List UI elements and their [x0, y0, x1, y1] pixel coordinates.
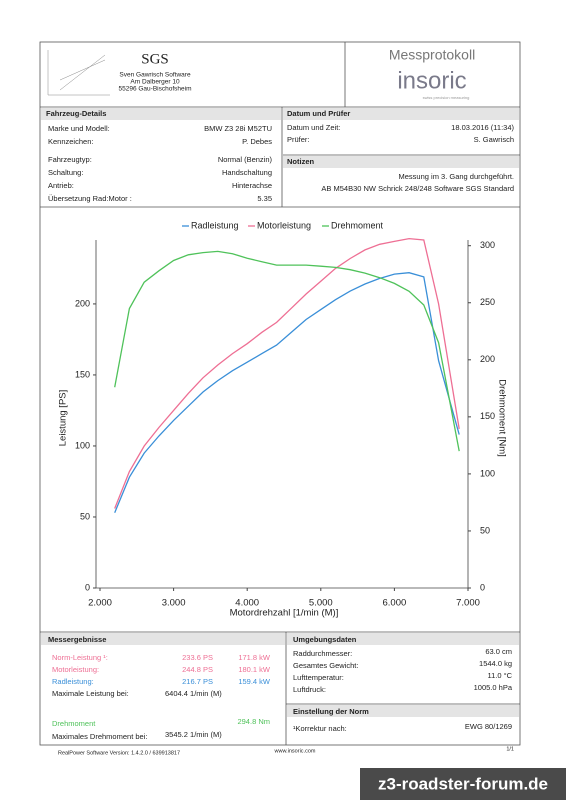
result-label: Norm-Leistung ¹:	[52, 653, 108, 662]
company: SGS	[141, 51, 169, 67]
y2-axis-label: Drehmoment [Nm]	[496, 379, 507, 457]
y-axis-label: Leistung [PS]	[58, 390, 69, 447]
field-value: 63.0 cm	[485, 647, 512, 656]
footer-text: 1/1	[506, 746, 514, 752]
result-kw: 180.1 kW	[238, 665, 271, 674]
x-tick-label: 6.000	[383, 598, 407, 609]
section-title: Umgebungsdaten	[293, 635, 357, 644]
note-line: AB M54B30 NW Schrick 248/248 Software SG…	[321, 184, 514, 193]
field-label: Schaltung:	[48, 168, 83, 177]
watermark: z3-roadster-forum.de	[378, 774, 548, 793]
field-label: Datum und Zeit:	[287, 123, 340, 132]
field-value: 11.0 °C	[487, 671, 512, 680]
field-label: Raddurchmesser:	[293, 649, 352, 658]
field-value: S. Gawrisch	[474, 135, 514, 144]
legend-label: Radleistung	[191, 220, 239, 230]
x-tick-label: 4.000	[235, 598, 259, 609]
field-label: Übersetzung Rad:Motor :	[48, 194, 132, 203]
result-label: Radleistung:	[52, 677, 94, 686]
y-tick-label: 200	[75, 298, 90, 308]
section-title: Datum und Prüfer	[287, 109, 350, 118]
section-bars	[41, 108, 519, 717]
result-value: 6404.4 1/min (M)	[165, 689, 222, 698]
result-label: Maximale Leistung bei:	[52, 689, 129, 698]
y2-tick-label: 300	[480, 240, 495, 250]
brand: insoric	[397, 67, 466, 94]
field-label: Luftdruck:	[293, 685, 326, 694]
y2-tick-label: 200	[480, 354, 495, 364]
company-line: Am Dalberger 10	[130, 79, 180, 86]
field-value: 18.03.2016 (11:34)	[451, 123, 514, 132]
frame	[39, 41, 521, 746]
footer-text: RealPower Software Version: 1.4.2.0 / 63…	[58, 750, 180, 756]
field-label: Lufttemperatur:	[293, 673, 344, 682]
x-tick-label: 5.000	[309, 598, 333, 609]
result-ps: 216.7 PS	[182, 677, 213, 686]
y-tick-label: 0	[85, 582, 90, 592]
y-tick-label: 100	[75, 440, 90, 450]
field-label: Gesamtes Gewicht:	[293, 661, 358, 670]
result-label: Drehmoment	[52, 719, 96, 728]
section-title: Einstellung der Norm	[293, 707, 369, 716]
section-title: Fahrzeug-Details	[46, 109, 106, 118]
result-kw: 159.4 kW	[238, 677, 271, 686]
x-axis-label: Motordrehzahl [1/min (M)]	[230, 608, 339, 619]
series-line	[114, 237, 460, 509]
legend-label: Drehmoment	[331, 220, 384, 230]
y2-tick-label: 150	[480, 411, 495, 421]
field-value: P. Debes	[242, 137, 272, 146]
brand-tagline: swiss precision measuring	[423, 95, 470, 100]
y-tick-label: 50	[80, 511, 90, 521]
result-kw: 171.8 kW	[238, 653, 271, 662]
field-label: Fahrzeugtyp:	[48, 155, 92, 164]
y2-tick-label: 100	[480, 468, 495, 478]
y2-tick-label: 0	[480, 582, 485, 592]
note-line: Messung im 3. Gang durchgeführt.	[399, 172, 514, 181]
doc-title: Messprotokoll	[389, 47, 475, 63]
field-value: Handschaltung	[222, 168, 272, 177]
x-tick-label: 3.000	[162, 598, 186, 609]
field-label: Prüfer:	[287, 135, 310, 144]
field-label: Marke und Modell:	[48, 124, 110, 133]
legend-label: Motorleistung	[257, 220, 311, 230]
x-tick-label: 7.000	[456, 598, 480, 609]
result-label: Motorleistung:	[52, 665, 99, 674]
company-line: Sven Gawrisch Software	[119, 72, 191, 79]
footer-text: www.insoric.com	[274, 748, 316, 754]
field-value: 1005.0 hPa	[474, 683, 513, 692]
section-title: Messergebnisse	[48, 635, 106, 644]
field-label: ¹Korrektur nach:	[293, 724, 347, 733]
y2-tick-label: 250	[480, 297, 495, 307]
result-value: 3545.2 1/min (M)	[165, 730, 222, 739]
watermark-bg	[360, 768, 566, 800]
y2-tick-label: 50	[480, 525, 490, 535]
result-ps: 244.8 PS	[182, 665, 213, 674]
field-value: Hinterachse	[232, 181, 272, 190]
field-label: Antrieb:	[48, 181, 74, 190]
field-value: Normal (Benzin)	[218, 155, 273, 164]
company-line: 55296 Gau-Bischofsheim	[119, 86, 192, 93]
section-title: Notizen	[287, 157, 315, 166]
field-value: 5.35	[257, 194, 272, 203]
result-ps: 233.6 PS	[182, 653, 213, 662]
field-value: 1544.0 kg	[479, 659, 512, 668]
field-label: Kennzeichen:	[48, 137, 93, 146]
y-tick-label: 150	[75, 369, 90, 379]
series-line	[114, 250, 460, 452]
series-line	[114, 272, 460, 513]
logo-graphic	[47, 50, 110, 96]
result-label: Maximales Drehmoment bei:	[52, 732, 147, 741]
result-value: 294.8 Nm	[237, 717, 270, 726]
field-value: EWG 80/1269	[465, 722, 512, 731]
x-tick-label: 2.000	[88, 598, 112, 609]
field-value: BMW Z3 28i M52TU	[204, 124, 272, 133]
